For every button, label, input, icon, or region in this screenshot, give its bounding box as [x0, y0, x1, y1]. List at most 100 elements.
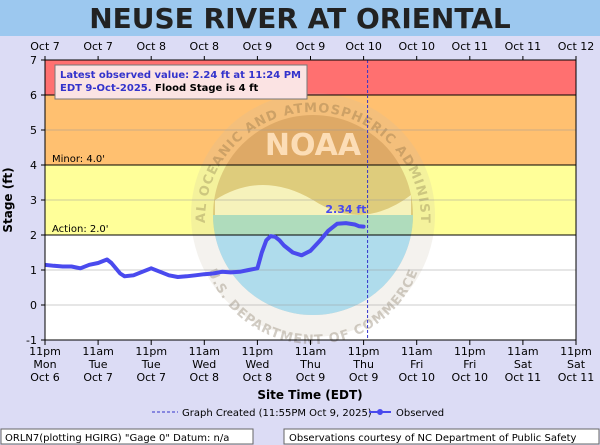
observed-point	[357, 224, 361, 228]
x-tick-label: Sat	[567, 358, 586, 371]
top-axis-label: Oct 8	[136, 40, 166, 53]
top-axis-label: Oct 8	[190, 40, 220, 53]
y-tick-label: 2	[30, 229, 37, 242]
observed-point	[202, 272, 206, 276]
observed-point	[277, 238, 282, 242]
observed-point	[273, 235, 277, 239]
x-tick-label: Oct 10	[398, 371, 435, 384]
observed-point	[211, 271, 215, 276]
observed-point	[123, 274, 127, 278]
x-tick-label: Thu	[352, 358, 374, 371]
x-tick-label: Mon	[33, 358, 56, 371]
observed-point	[105, 257, 109, 262]
observed-point	[176, 275, 180, 279]
peak-value-label: 2.34 ft	[325, 203, 366, 216]
action-stage-label: Action: 2.0'	[52, 224, 109, 235]
observed-point	[149, 266, 153, 270]
y-axis-title: Stage (ft)	[1, 167, 15, 232]
x-tick-label: 11am	[189, 345, 220, 358]
x-tick-label: Oct 9	[296, 371, 326, 384]
x-tick-label: Thu	[299, 358, 321, 371]
observed-point	[264, 238, 268, 242]
observed-point	[229, 270, 233, 275]
observed-point	[96, 261, 100, 265]
x-tick-label: 11pm	[29, 345, 61, 358]
observed-point	[255, 266, 259, 270]
y-tick-label: 7	[30, 54, 37, 67]
y-tick-label: 0	[30, 299, 37, 312]
observed-point	[118, 271, 122, 276]
top-axis-label: Oct 12	[558, 40, 595, 53]
x-tick-label: 11am	[401, 345, 432, 358]
observed-point	[300, 253, 304, 257]
observed-point	[308, 249, 313, 253]
top-axis-label: Oct 10	[345, 40, 382, 53]
observed-point	[335, 222, 339, 226]
footer-left-box	[0, 428, 254, 445]
x-tick-label: Sat	[514, 358, 533, 371]
footer-credit: Observations courtesy of NC Department o…	[289, 433, 577, 444]
top-axis-label: Oct 11	[452, 40, 489, 53]
observed-point	[362, 225, 366, 229]
top-axis-label: Oct 9	[243, 40, 273, 53]
x-axis-title: Site Time (EDT)	[257, 388, 362, 402]
x-tick-label: Wed	[245, 358, 269, 371]
observed-point	[61, 264, 65, 269]
x-tick-label: 11am	[507, 345, 538, 358]
legend-observed-marker	[377, 409, 383, 415]
y-tick-label: 1	[30, 264, 37, 277]
y-tick-label: -1	[26, 334, 37, 347]
x-tick-label: 11am	[82, 345, 113, 358]
observed-point	[317, 239, 321, 243]
observed-point	[238, 270, 242, 274]
x-tick-label: Oct 8	[190, 371, 220, 384]
legend: Graph Created (11:55PM Oct 9, 2025) Obse…	[152, 408, 444, 419]
observed-point	[78, 266, 82, 270]
x-tick-label: Oct 6	[30, 371, 60, 384]
observed-point	[69, 264, 74, 269]
annotation-date: EDT 9-Oct-2025.	[60, 83, 152, 94]
observed-point	[326, 229, 330, 233]
noaa-logo-text: NOAA	[265, 128, 362, 163]
observed-point	[282, 243, 286, 248]
x-tick-label: 11am	[295, 345, 326, 358]
observed-point	[52, 264, 56, 268]
observed-point	[246, 268, 251, 272]
observed-point	[140, 270, 144, 274]
x-tick-label: 11pm	[348, 345, 380, 358]
footer-datum: ORLN7(plotting HGIRG) "Gage 0" Datum: n/…	[5, 433, 229, 444]
x-tick-label: Fri	[410, 358, 423, 371]
x-tick-label: Tue	[141, 358, 161, 371]
observed-point	[158, 270, 162, 274]
annotation-line1: Latest observed value: 2.24 ft at 11:24 …	[60, 70, 301, 81]
observed-point	[344, 221, 348, 225]
title-banner	[0, 0, 600, 36]
y-tick-label: 3	[30, 194, 37, 207]
minor-stage-label: Minor: 4.0'	[52, 154, 105, 165]
observed-point	[260, 250, 264, 255]
observed-point	[185, 274, 189, 278]
footer-right-box	[283, 428, 600, 445]
legend-created-label: Graph Created (11:55PM Oct 9, 2025)	[182, 408, 372, 419]
y-tick-label: 5	[30, 124, 37, 137]
top-axis-label: Oct 11	[505, 40, 542, 53]
y-tick-label: 6	[30, 89, 37, 102]
annotation-line2: EDT 9-Oct-2025. Flood Stage is 4 ft	[60, 83, 258, 94]
observed-point	[193, 273, 198, 277]
top-axis-label: Oct 7	[83, 40, 113, 53]
footer: ORLN7(plotting HGIRG) "Gage 0" Datum: n/…	[0, 428, 600, 445]
x-tick-label: Oct 7	[136, 371, 166, 384]
x-tick-label: Wed	[192, 358, 216, 371]
x-tick-label: Oct 11	[558, 371, 595, 384]
annotation-flood-stage: Flood Stage is 4 ft	[152, 83, 259, 94]
x-tick-label: 11pm	[135, 345, 167, 358]
x-tick-label: Fri	[463, 358, 476, 371]
observed-point	[291, 250, 295, 255]
page-title: NEUSE RIVER AT ORIENTAL	[89, 2, 511, 35]
observed-point	[109, 261, 113, 265]
x-tick-label: 11pm	[242, 345, 274, 358]
observed-point	[87, 263, 91, 267]
x-tick-label: 11pm	[454, 345, 486, 358]
observed-point	[167, 273, 171, 277]
